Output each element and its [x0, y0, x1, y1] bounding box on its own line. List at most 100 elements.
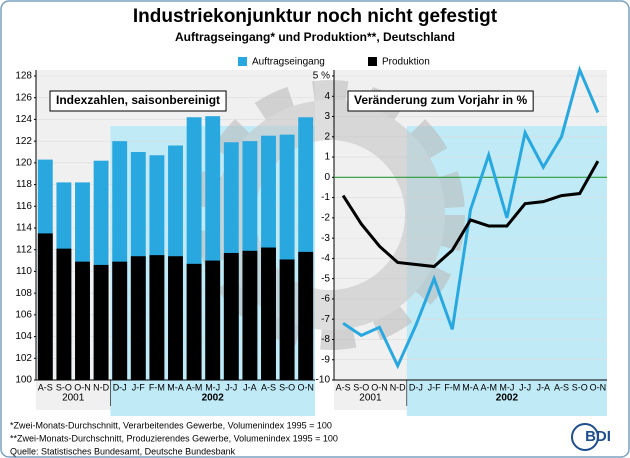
logo-ring: [571, 423, 599, 451]
y-tick-label: -4: [321, 253, 330, 264]
x-tick-label: F-M: [444, 382, 460, 392]
year-label: 2001: [62, 393, 85, 404]
x-tick-label: S-O: [353, 382, 369, 392]
x-tick-label: O-N: [590, 382, 607, 392]
legend-swatch: [238, 57, 247, 66]
x-tick-label: A-S: [554, 382, 569, 392]
panel-label-box: [347, 90, 534, 112]
y-tick-label: 114: [16, 223, 32, 234]
x-tick-label: S-O: [56, 382, 72, 392]
x-tick-label: D-J: [409, 382, 423, 392]
y-tick-label: 104: [15, 331, 32, 342]
y-tick-label: 0: [324, 172, 330, 183]
y-tick-label: -1: [321, 192, 330, 203]
y-tick-label: -2: [321, 213, 330, 224]
panel-label: Veränderung zum Vorjahr in %: [354, 93, 527, 107]
x-tick-label: A-S: [38, 382, 53, 392]
bar: [56, 248, 72, 380]
y-tick-label: 122: [15, 136, 32, 147]
x-tick-label: J-A: [537, 382, 551, 392]
y-tick-label: 2: [324, 131, 330, 142]
y-tick-label: 124: [15, 114, 32, 125]
bar: [75, 261, 90, 380]
y-tick-label: 118: [16, 179, 32, 190]
x-tick-label: M-J: [205, 382, 220, 392]
title: Industriekonjunktur noch nicht gefestigt: [133, 6, 498, 27]
note: Quelle: Statistisches Bundesamt, Deutsch…: [10, 446, 236, 456]
y-tick-label: -8: [321, 334, 330, 345]
bar: [186, 263, 202, 380]
y-tick-label: 128: [15, 71, 32, 82]
x-tick-label: D-J: [113, 382, 127, 392]
legend-label: Produktion: [382, 57, 430, 68]
x-tick-label: A-S: [261, 382, 276, 392]
bar: [149, 255, 165, 380]
x-tick-label: J-F: [428, 382, 441, 392]
bar: [298, 251, 314, 380]
x-tick-label: O-N: [297, 382, 314, 392]
y-tick-label: 102: [15, 353, 32, 364]
x-tick-label: S-O: [279, 382, 295, 392]
line: [342, 65, 600, 370]
bar: [112, 261, 128, 380]
y-tick-label: 126: [15, 92, 32, 103]
bar: [37, 233, 53, 380]
y-tick-label: -6: [321, 294, 330, 305]
year-label: 2002: [202, 393, 225, 404]
legend-swatch: [368, 57, 377, 66]
x-tick-label: O-N: [371, 382, 388, 392]
note: *Zwei-Monats-Durchschnitt, Verarbeitende…: [10, 420, 332, 430]
x-tick-label: J-F: [132, 382, 145, 392]
panel-label-box: [49, 90, 227, 112]
x-tick-label: J-J: [225, 382, 237, 392]
x-tick-label: J-A: [243, 382, 257, 392]
bar: [205, 260, 221, 380]
y-tick-label: 108: [15, 288, 32, 299]
x-tick-label: N-D: [93, 382, 109, 392]
x-tick-label: A-M: [186, 382, 203, 392]
legend-label: Auftragseingang: [252, 57, 325, 68]
x-tick-label: M-A: [167, 382, 184, 392]
y-tick-label: -9: [321, 354, 330, 365]
bar: [168, 256, 183, 380]
year-label: 2001: [359, 393, 382, 404]
y-tick-label: -7: [321, 314, 330, 325]
bar: [279, 259, 295, 380]
gear-teeth: [195, 80, 465, 350]
y-tick-label: -3: [321, 233, 330, 244]
bar: [93, 264, 109, 380]
logo: BDI: [585, 428, 611, 445]
y-tick-label: 4: [324, 91, 330, 102]
y-tick-label: -5: [321, 273, 330, 284]
y-tick-label: 112: [16, 244, 32, 255]
x-tick-label: F-M: [149, 382, 165, 392]
y-tick-label: 110: [16, 266, 32, 277]
note: **Zwei-Monats-Durchschnitt, Produzierend…: [10, 433, 338, 443]
bar: [223, 252, 239, 380]
x-tick-label: A-S: [336, 382, 351, 392]
bar: [242, 250, 258, 380]
x-tick-label: A-M: [480, 382, 497, 392]
y-tick-label: 100: [15, 375, 32, 386]
y-tick-label: 106: [15, 309, 32, 320]
x-tick-label: M-J: [499, 382, 514, 392]
y-tick-label: -10: [316, 375, 331, 386]
y-tick-label: 1: [324, 152, 330, 163]
x-tick-label: O-N: [74, 382, 91, 392]
y-tick-label: 3: [324, 111, 330, 122]
x-tick-label: M-A: [462, 382, 479, 392]
year-label: 2002: [496, 393, 519, 404]
foreground: Industriekonjunktur noch nicht gefestigt…: [10, 6, 611, 456]
line: [341, 160, 600, 269]
bar: [130, 256, 146, 380]
x-tick-label: S-O: [572, 382, 588, 392]
subtitle: Auftragseingang* und Produktion**, Deuts…: [175, 30, 455, 44]
x-tick-label: N-D: [390, 382, 406, 392]
panel-label: Indexzahlen, saisonbereinigt: [56, 93, 220, 107]
bar: [261, 247, 276, 380]
y-tick-label: 120: [15, 157, 32, 168]
y-tick-label: 5 %: [313, 71, 330, 82]
x-tick-label: J-J: [519, 382, 531, 392]
